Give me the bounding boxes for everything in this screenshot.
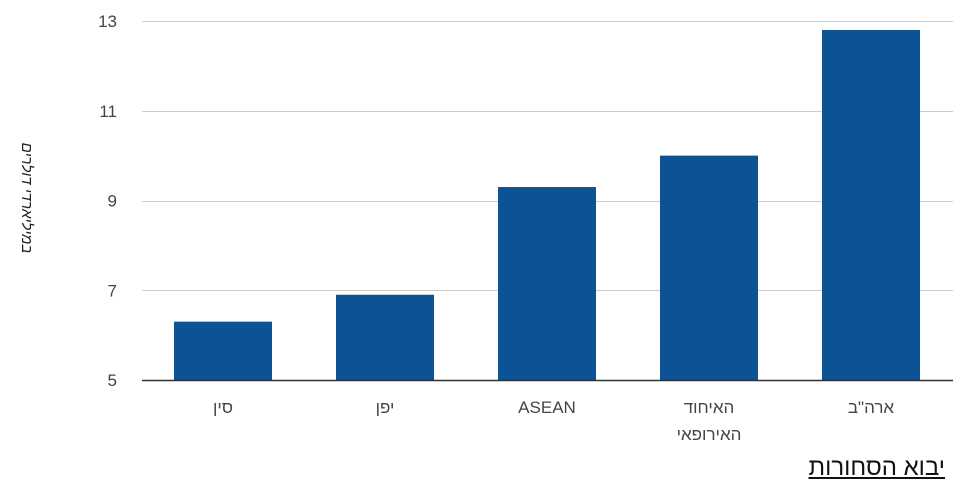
y-tick-label: 11 bbox=[99, 102, 117, 121]
bar[interactable] bbox=[498, 187, 596, 380]
x-tick-label: סין bbox=[213, 398, 233, 417]
x-tick-label: האיחוד bbox=[684, 398, 735, 417]
chart-footer-title[interactable]: יבוא הסחורות bbox=[808, 454, 945, 481]
bar[interactable] bbox=[660, 155, 758, 380]
x-tick-label: האירופאי bbox=[677, 425, 742, 444]
x-tick-label: ארה"ב bbox=[848, 398, 895, 417]
y-tick-label: 9 bbox=[108, 192, 117, 211]
bars bbox=[174, 29, 920, 380]
x-tick-label: ASEAN bbox=[518, 398, 576, 417]
y-tick-label: 5 bbox=[108, 371, 117, 390]
y-tick-labels: 5 7 9 11 13 bbox=[98, 12, 117, 390]
bar[interactable] bbox=[174, 321, 272, 380]
bar[interactable] bbox=[822, 29, 920, 380]
bar[interactable] bbox=[336, 294, 434, 380]
y-tick-label: 7 bbox=[108, 281, 117, 300]
y-axis-title: במיליארדי דולרים bbox=[18, 143, 35, 254]
x-tick-label: יפן bbox=[376, 398, 395, 417]
x-tick-labels: סין יפן ASEAN האיחוד האירופאי ארה"ב bbox=[213, 398, 894, 444]
y-tick-label: 13 bbox=[98, 12, 117, 31]
